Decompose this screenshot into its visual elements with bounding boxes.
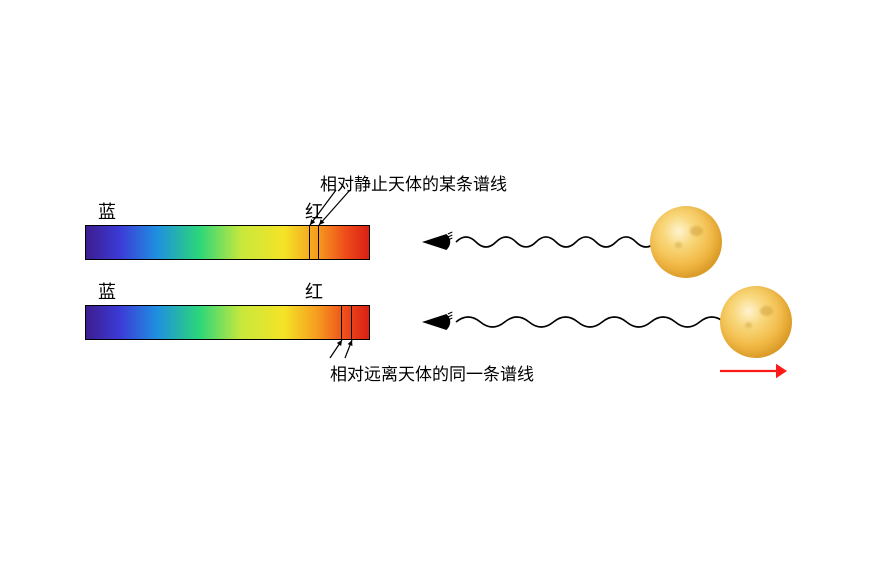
light-wave-top [456, 228, 656, 256]
observer-eye-icon-bottom [420, 312, 454, 332]
star-top [650, 206, 722, 278]
motion-arrow-icon [720, 361, 787, 381]
star-bottom [720, 286, 792, 358]
observer-eye-icon-top [420, 232, 454, 252]
diagram-canvas: 相对静止天体的某条谱线 相对远离天体的同一条谱线 蓝 红 蓝 红 [0, 0, 883, 588]
light-wave-bottom [456, 308, 724, 336]
